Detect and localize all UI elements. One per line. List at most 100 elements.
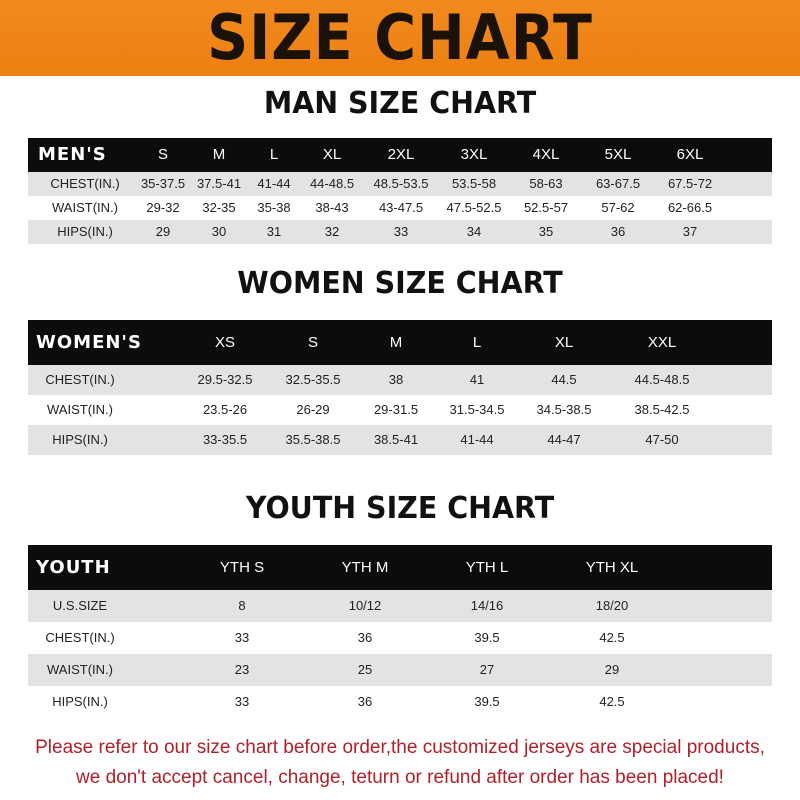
- size-header: 2XL: [387, 146, 415, 163]
- size-header: YTH M: [341, 559, 389, 576]
- table-cell: 25: [357, 662, 373, 677]
- size-header: L: [269, 146, 279, 163]
- table-cell: 44.5: [551, 372, 577, 387]
- row-label: CHEST(IN.): [45, 372, 115, 387]
- table-cell: 41-44: [460, 432, 494, 447]
- women-section-title: WOMEN SIZE CHART: [237, 266, 563, 301]
- size-header: 3XL: [460, 146, 488, 163]
- size-header: YTH XL: [585, 559, 639, 576]
- table-cell: 14/16: [470, 598, 504, 613]
- table-cell: 63-67.5: [595, 176, 641, 191]
- row-label: CHEST(IN.): [45, 630, 115, 645]
- table-cell: 26-29: [296, 402, 330, 417]
- table-cell: 42.5: [599, 694, 625, 709]
- table-header-row: YOUTH YTH S YTH M YTH L YTH XL: [28, 545, 772, 590]
- table-cell: 67.5-72: [667, 176, 713, 191]
- size-header: 6XL: [676, 146, 704, 163]
- size-header: YTH L: [465, 559, 509, 576]
- table-cell: 23: [234, 662, 250, 677]
- youth-section-title: YOUTH SIZE CHART: [245, 491, 555, 526]
- table-cell: 58-63: [529, 176, 563, 191]
- table-cell: 30: [211, 224, 227, 239]
- table-cell: 44-47: [547, 432, 581, 447]
- table-cell: 47.5-52.5: [446, 200, 502, 215]
- table-cell: 10/12: [348, 598, 382, 613]
- size-header: XL: [554, 334, 574, 351]
- table-header-row: MEN'S S M L XL 2XL 3XL 4XL 5XL 6XL: [28, 138, 772, 172]
- size-header: S: [157, 146, 169, 163]
- table-cell: 36: [610, 224, 626, 239]
- table-cell: 41: [469, 372, 485, 387]
- table-cell: 38.5-42.5: [634, 402, 690, 417]
- row-label: HIPS(IN.): [52, 694, 108, 709]
- size-header: XS: [214, 334, 236, 351]
- table-cell: 29.5-32.5: [197, 372, 253, 387]
- table-row: HIPS(IN.) 33-35.5 35.5-38.5 38.5-41 41-44 44-…: [28, 425, 772, 455]
- table-cell: 44.5-48.5: [634, 372, 690, 387]
- size-header: XL: [322, 146, 342, 163]
- table-cell: 35-37.5: [140, 176, 186, 191]
- table-row: CHEST(IN.) 33 36 39.5 42.5: [28, 622, 772, 654]
- row-label: HIPS(IN.): [57, 224, 113, 239]
- title-banner: SIZE CHART: [0, 0, 800, 76]
- table-row: HIPS(IN.) 33 36 39.5 42.5: [28, 686, 772, 718]
- table-cell: 8: [238, 598, 246, 613]
- table-cell: 29-32: [146, 200, 180, 215]
- table-cell: 39.5: [474, 630, 500, 645]
- row-label: HIPS(IN.): [52, 432, 108, 447]
- table-cell: 35-38: [257, 200, 291, 215]
- table-cell: 47-50: [645, 432, 679, 447]
- size-header: 5XL: [604, 146, 632, 163]
- table-cell: 29-31.5: [373, 402, 419, 417]
- table-row: HIPS(IN.) 29 30 31 32 33 34 35 36 37: [28, 220, 772, 244]
- table-cell: 23.5-26: [202, 402, 248, 417]
- table-cell: 39.5: [474, 694, 500, 709]
- table-cell: 35.5-38.5: [285, 432, 341, 447]
- table-cell: 57-62: [601, 200, 635, 215]
- table-cell: 41-44: [257, 176, 291, 191]
- table-cell: 43-47.5: [378, 200, 424, 215]
- table-cell: 38: [388, 372, 404, 387]
- table-cell: 52.5-57: [523, 200, 569, 215]
- table-cell: 34.5-38.5: [536, 402, 592, 417]
- table-cell: 44-48.5: [309, 176, 355, 191]
- table-cell: 33: [234, 694, 250, 709]
- table-cell: 38.5-41: [373, 432, 419, 447]
- row-label: WAIST(IN.): [47, 402, 113, 417]
- table-cell: 32.5-35.5: [285, 372, 341, 387]
- table-cell: 36: [357, 630, 373, 645]
- table-cell: 33: [393, 224, 409, 239]
- men-section-title: MAN SIZE CHART: [263, 86, 537, 121]
- row-label: CHEST(IN.): [50, 176, 120, 191]
- table-row: WAIST(IN.) 23.5-26 26-29 29-31.5 31.5-34.5 34…: [28, 395, 772, 425]
- page-title: SIZE CHART: [207, 1, 593, 74]
- table-cell: 32: [324, 224, 340, 239]
- table-cell: 42.5: [599, 630, 625, 645]
- table-cell: 62-66.5: [667, 200, 713, 215]
- table-cell: 35: [538, 224, 554, 239]
- table-cell: 37.5-41: [196, 176, 242, 191]
- youth-size-table: YOUTH YTH S YTH M YTH L YTH XL U.S.SIZE 8 10/12…: [28, 545, 772, 718]
- table-row: CHEST(IN.) 29.5-32.5 32.5-35.5 38 41 44.5 44.5…: [28, 365, 772, 395]
- table-cell: 34: [466, 224, 482, 239]
- table-cell: 33: [234, 630, 250, 645]
- size-header: YTH S: [219, 559, 265, 576]
- table-cell: 37: [682, 224, 698, 239]
- table-cell: 32-35: [202, 200, 236, 215]
- row-label: WAIST(IN.): [47, 662, 113, 677]
- table-category-label: WOMEN'S: [36, 332, 142, 353]
- table-row: WAIST(IN.) 23 25 27 29: [28, 654, 772, 686]
- size-header: M: [389, 334, 403, 351]
- women-size-table: WOMEN'S XS S M L XL XXL CHEST(IN.) 29.5-32.5 32.5…: [28, 320, 772, 455]
- table-cell: 18/20: [595, 598, 629, 613]
- table-header-row: WOMEN'S XS S M L XL XXL: [28, 320, 772, 365]
- notice-line-1: Please refer to our size chart before or…: [35, 737, 765, 758]
- table-cell: 36: [357, 694, 373, 709]
- table-row: CHEST(IN.) 35-37.5 37.5-41 41-44 44-48.5 48.5…: [28, 172, 772, 196]
- table-cell: 31.5-34.5: [449, 402, 505, 417]
- table-row: WAIST(IN.) 29-32 32-35 35-38 38-43 43-47.5 47.…: [28, 196, 772, 220]
- row-label: WAIST(IN.): [52, 200, 118, 215]
- table-cell: 53.5-58: [451, 176, 497, 191]
- table-cell: 29: [155, 224, 171, 239]
- notice-line-2: we don't accept cancel, change, teturn o…: [76, 767, 724, 788]
